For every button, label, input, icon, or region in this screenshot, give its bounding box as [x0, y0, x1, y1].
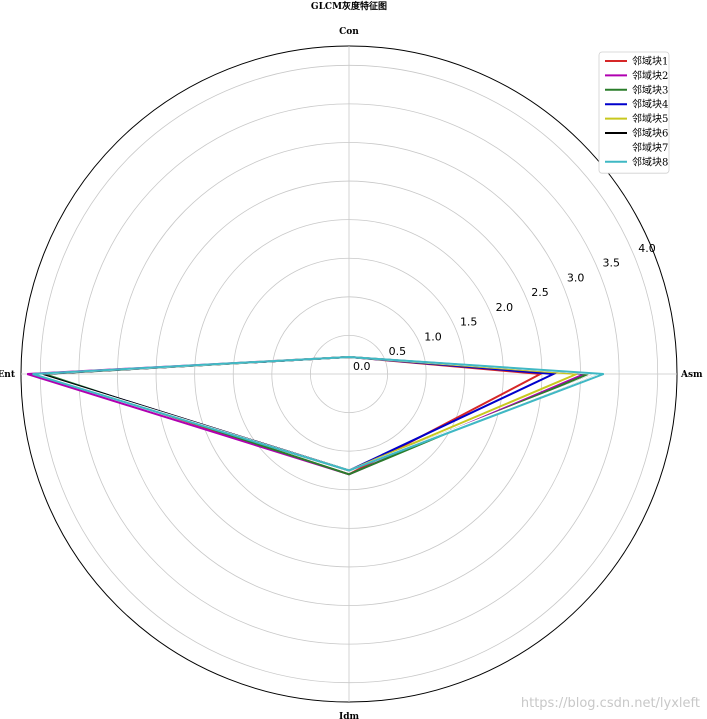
- tick-label: 3.5: [603, 257, 621, 270]
- watermark: https://blog.csdn.net/lyxleft: [521, 696, 700, 711]
- tick-label: 4.0: [638, 242, 656, 255]
- tick-label: 0.5: [389, 345, 407, 358]
- legend-label: 邻域块4: [632, 98, 668, 111]
- axis-label-idm: Idm: [339, 712, 360, 719]
- series-line-3: [43, 355, 589, 476]
- tick-label: 0.0: [353, 360, 371, 373]
- polar-grid: [20, 45, 678, 703]
- legend-label: 邻域块2: [632, 69, 668, 82]
- tick-label: 2.5: [531, 286, 549, 299]
- tick-label: 3.0: [567, 271, 585, 284]
- axis-label-ent: Ent: [0, 370, 16, 380]
- legend-frame: [598, 51, 670, 174]
- axis-labels: Asm Con Ent Idm: [0, 27, 703, 719]
- legend-label: 邻域块5: [632, 112, 668, 125]
- tick-label: 1.0: [424, 330, 442, 343]
- legend-label: 邻域块8: [632, 155, 668, 168]
- data-series: [26, 355, 605, 476]
- axis-label-con: Con: [339, 27, 359, 37]
- tick-label: 1.5: [460, 316, 478, 329]
- legend-label: 邻域块3: [632, 83, 668, 96]
- series-line-8: [32, 355, 605, 472]
- legend-label: 邻域块7: [632, 141, 668, 154]
- legend-label: 邻域块1: [632, 55, 668, 68]
- axis-label-asm: Asm: [680, 370, 703, 380]
- tick-label: 2.0: [496, 301, 514, 314]
- chart-title: GLCM灰度特征图: [311, 0, 387, 12]
- radial-tick-labels: 0.0 0.5 1.0 1.5 2.0 2.5 3.0 3.5 4.0: [353, 242, 656, 373]
- legend-label: 邻域块6: [632, 127, 668, 140]
